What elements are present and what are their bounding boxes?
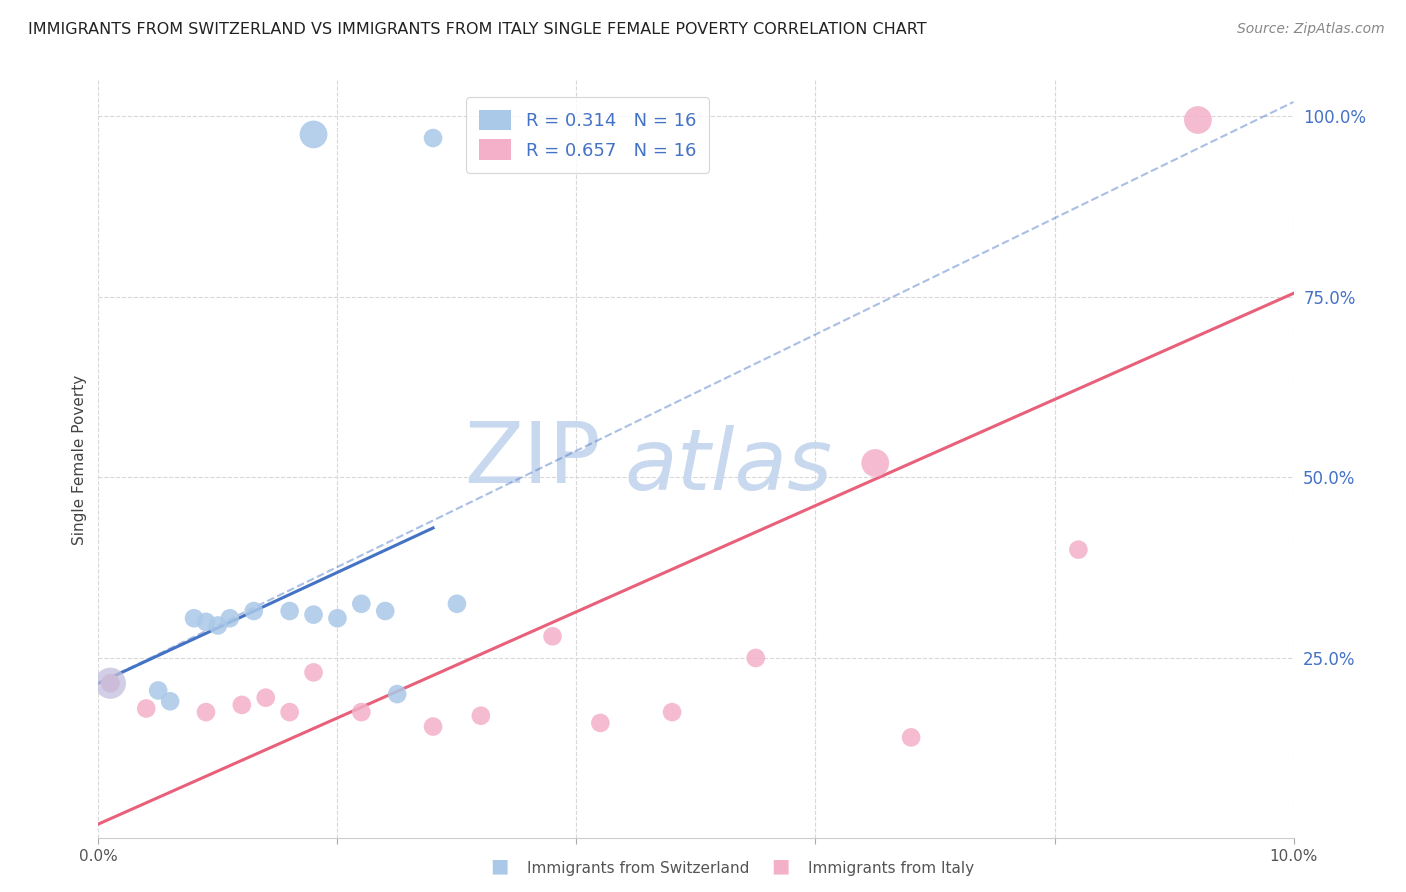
Point <box>541 629 564 643</box>
Point <box>661 705 683 719</box>
Point <box>98 676 122 690</box>
Point <box>207 618 229 632</box>
Text: Source: ZipAtlas.com: Source: ZipAtlas.com <box>1237 22 1385 37</box>
Point <box>350 597 373 611</box>
Point <box>195 705 218 719</box>
Point <box>183 611 205 625</box>
Point <box>446 597 468 611</box>
Point <box>422 131 444 145</box>
Point <box>98 676 122 690</box>
Point <box>219 611 242 625</box>
Text: ■: ■ <box>770 857 790 876</box>
Point <box>422 720 444 734</box>
Point <box>135 701 157 715</box>
Legend: R = 0.314   N = 16, R = 0.657   N = 16: R = 0.314 N = 16, R = 0.657 N = 16 <box>465 97 709 173</box>
Point <box>302 665 325 680</box>
Point <box>243 604 266 618</box>
Point <box>900 731 922 745</box>
Point <box>278 705 301 719</box>
Point <box>278 604 301 618</box>
Point <box>865 456 887 470</box>
Text: ■: ■ <box>489 857 509 876</box>
Point <box>589 715 612 730</box>
Point <box>745 651 768 665</box>
Text: Immigrants from Italy: Immigrants from Italy <box>808 861 974 876</box>
Text: Immigrants from Switzerland: Immigrants from Switzerland <box>527 861 749 876</box>
Point <box>470 708 492 723</box>
Point <box>326 611 349 625</box>
Point <box>148 683 170 698</box>
Point <box>159 694 181 708</box>
Point <box>385 687 409 701</box>
Point <box>302 607 325 622</box>
Point <box>374 604 396 618</box>
Point <box>254 690 277 705</box>
Text: IMMIGRANTS FROM SWITZERLAND VS IMMIGRANTS FROM ITALY SINGLE FEMALE POVERTY CORRE: IMMIGRANTS FROM SWITZERLAND VS IMMIGRANT… <box>28 22 927 37</box>
Text: ZIP: ZIP <box>464 417 600 501</box>
Point <box>98 676 122 690</box>
Point <box>98 676 122 690</box>
Point <box>231 698 253 712</box>
Point <box>1187 113 1209 128</box>
Point <box>195 615 218 629</box>
Y-axis label: Single Female Poverty: Single Female Poverty <box>72 375 87 544</box>
Point <box>350 705 373 719</box>
Text: atlas: atlas <box>624 425 832 508</box>
Point <box>1067 542 1090 557</box>
Point <box>302 128 325 142</box>
